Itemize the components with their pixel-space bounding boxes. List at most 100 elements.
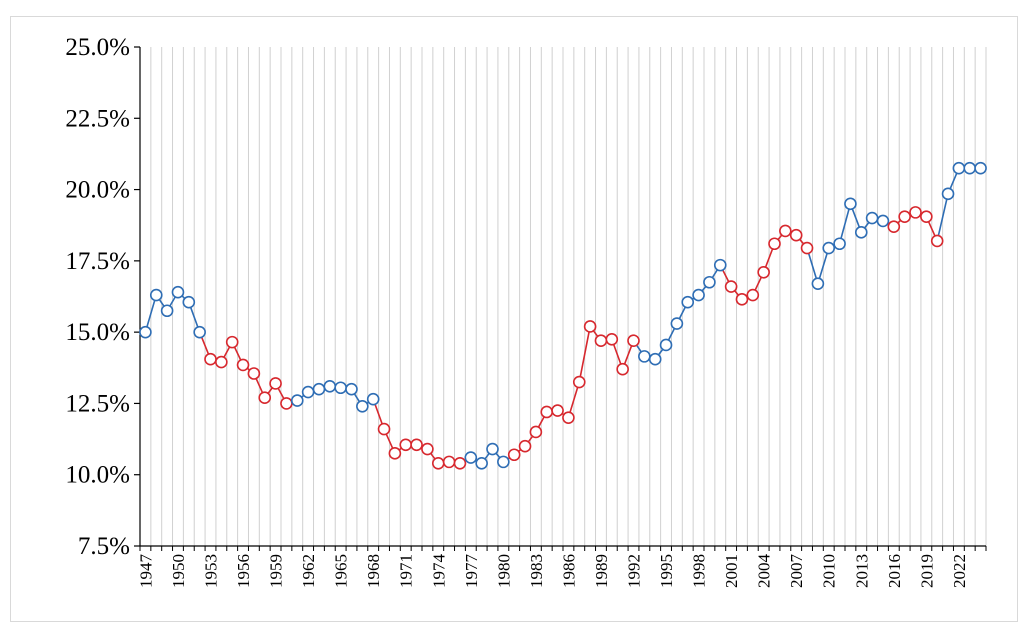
x-tick-label: 1971 xyxy=(397,554,416,588)
data-point xyxy=(789,228,803,242)
data-point xyxy=(453,457,467,470)
data-point xyxy=(822,241,836,255)
y-tick-label: 12.5% xyxy=(65,390,130,417)
x-tick-label: 1992 xyxy=(625,554,644,588)
data-point xyxy=(334,381,347,395)
data-point xyxy=(356,399,369,413)
data-point xyxy=(290,394,304,407)
y-tick-label: 20.0% xyxy=(65,177,130,204)
x-tick-label: 1965 xyxy=(332,554,351,588)
data-point xyxy=(442,455,456,469)
data-point xyxy=(486,442,499,456)
data-point xyxy=(768,237,781,251)
data-point xyxy=(529,425,543,439)
x-tick-label: 2013 xyxy=(852,554,871,588)
data-point xyxy=(572,375,586,389)
data-point xyxy=(844,197,857,211)
data-point xyxy=(648,352,662,366)
data-point xyxy=(421,442,434,456)
data-point xyxy=(670,317,684,330)
x-tick-label: 2004 xyxy=(755,554,774,589)
x-tick-label: 2022 xyxy=(950,554,969,588)
data-point xyxy=(833,237,846,251)
data-point xyxy=(876,214,890,228)
x-tick-label: 1986 xyxy=(559,554,578,588)
data-point xyxy=(215,355,228,369)
y-tick-label: 17.5% xyxy=(65,248,130,275)
data-point xyxy=(193,325,206,339)
x-tick-label: 2019 xyxy=(917,554,936,588)
data-point xyxy=(323,380,337,393)
x-tick-label: 1974 xyxy=(429,554,448,589)
data-point xyxy=(811,277,825,290)
data-point xyxy=(377,422,391,436)
data-point xyxy=(930,234,944,248)
x-tick-label: 1956 xyxy=(234,554,253,588)
data-point xyxy=(692,288,705,302)
data-point xyxy=(475,457,488,470)
chart-frame xyxy=(10,16,1018,622)
data-point xyxy=(638,350,651,363)
data-point xyxy=(160,304,174,318)
data-point xyxy=(171,285,185,299)
x-tick-label: 2010 xyxy=(820,554,839,588)
data-point xyxy=(204,352,217,366)
data-point xyxy=(757,265,770,279)
x-tick-label: 1950 xyxy=(169,554,188,588)
data-point xyxy=(920,210,933,223)
y-tick-label: 15.0% xyxy=(65,319,130,346)
data-point xyxy=(627,334,640,347)
x-tick-label: 1983 xyxy=(527,554,546,588)
data-point xyxy=(431,457,445,470)
data-point xyxy=(507,448,521,462)
x-tick-label: 2016 xyxy=(885,554,904,588)
data-point xyxy=(247,367,261,380)
x-tick-label: 1977 xyxy=(462,554,481,589)
data-point xyxy=(941,187,955,201)
data-point xyxy=(681,295,695,309)
y-tick-label: 25.0% xyxy=(65,34,130,61)
data-point xyxy=(616,362,629,376)
data-point xyxy=(464,451,478,464)
x-tick-label: 1980 xyxy=(494,554,513,588)
data-point xyxy=(562,411,575,424)
data-point xyxy=(182,295,196,309)
x-tick-label: 2001 xyxy=(722,554,741,588)
data-point xyxy=(735,293,749,306)
data-point xyxy=(280,397,293,410)
data-point xyxy=(746,288,760,302)
data-point xyxy=(583,320,597,333)
data-point xyxy=(366,392,380,406)
x-tick-label: 1998 xyxy=(690,554,709,588)
data-point xyxy=(713,258,727,272)
data-point xyxy=(854,226,868,239)
data-point xyxy=(605,332,619,346)
series-line-segment xyxy=(936,193,949,242)
y-tick-label: 22.5% xyxy=(65,105,130,132)
data-point xyxy=(388,447,402,460)
data-point xyxy=(800,241,814,255)
x-tick-label: 1989 xyxy=(592,554,611,588)
x-tick-label: 1968 xyxy=(364,554,383,588)
data-point xyxy=(963,161,977,175)
data-point xyxy=(312,382,326,396)
data-point xyxy=(551,404,564,417)
data-point xyxy=(410,438,423,452)
data-point xyxy=(518,439,532,453)
series-line-segment xyxy=(838,203,852,244)
data-point xyxy=(149,288,163,302)
data-point xyxy=(909,206,922,219)
data-point xyxy=(225,335,239,349)
data-point xyxy=(399,438,413,452)
y-tick-label: 7.5% xyxy=(78,533,130,560)
data-point xyxy=(952,161,966,175)
data-point xyxy=(779,224,792,238)
data-point xyxy=(898,210,911,223)
series-line-segment xyxy=(144,294,158,333)
data-point xyxy=(724,280,738,293)
x-tick-label: 1962 xyxy=(299,554,318,588)
data-point xyxy=(540,405,554,419)
data-point xyxy=(301,385,315,399)
data-point xyxy=(236,358,250,372)
